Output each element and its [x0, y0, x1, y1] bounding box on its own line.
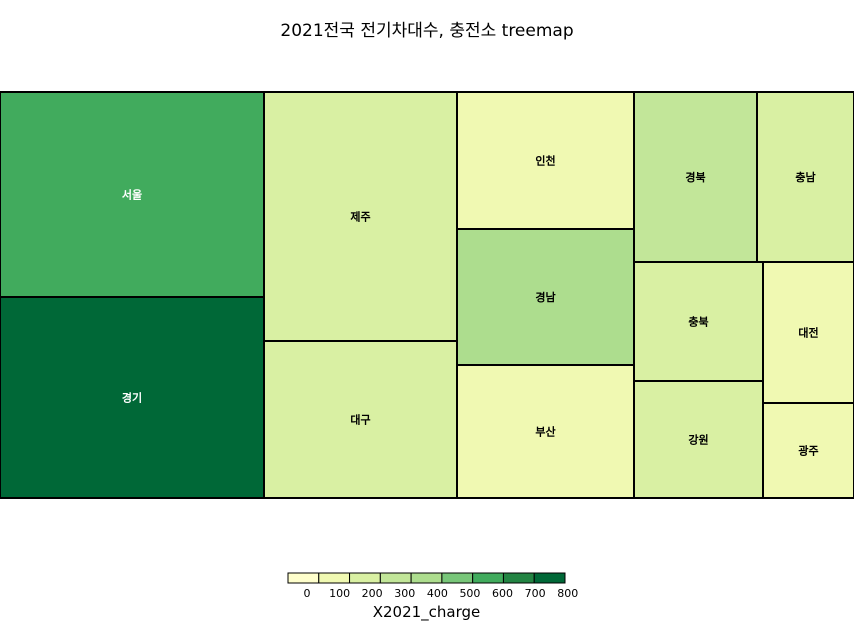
- treemap-cell-rect: [633, 261, 764, 382]
- treemap-cell-label: 강원: [688, 433, 708, 447]
- chart-title: 2021전국 전기차대수, 충전소 treemap: [280, 21, 574, 41]
- treemap-cell: 인천: [456, 91, 635, 230]
- treemap-cell-label: 제주: [350, 210, 370, 224]
- treemap-cell: 대구: [263, 340, 458, 499]
- treemap-cell: 부산: [456, 364, 635, 499]
- legend-swatch: [410, 572, 443, 584]
- treemap-cell-label: 대전: [798, 326, 818, 340]
- treemap-cell-label: 광주: [798, 445, 818, 458]
- treemap-cell-label: 부산: [535, 425, 555, 439]
- legend-tick-label: 100: [329, 587, 350, 600]
- treemap-cell: 대전: [762, 261, 854, 404]
- treemap-cell: 경기: [0, 296, 265, 499]
- treemap-cell: 충북: [633, 261, 764, 382]
- legend-tick-label: 400: [427, 587, 448, 600]
- treemap-cell-label: 충북: [688, 315, 708, 329]
- treemap-cell: 제주: [263, 91, 458, 342]
- treemap-cell-rect: [0, 91, 265, 298]
- legend-tick-label: 200: [362, 587, 383, 600]
- legend-swatch: [441, 572, 474, 584]
- treemap-cell-rect: [0, 296, 265, 499]
- treemap-cell-label: 충남: [795, 170, 815, 184]
- treemap-cell-rect: [263, 91, 458, 342]
- legend-swatch: [379, 572, 412, 584]
- legend-tick-label: 0: [304, 587, 311, 600]
- treemap-cell: 서울: [0, 91, 265, 298]
- treemap-cell-rect: [633, 91, 758, 263]
- treemap-cell-rect: [263, 340, 458, 499]
- legend-tick-label: 600: [492, 587, 513, 600]
- legend-swatch: [349, 572, 381, 584]
- treemap-cell: 광주: [762, 402, 854, 499]
- legend-swatch: [472, 572, 504, 584]
- treemap-cell-label: 대구: [350, 413, 370, 427]
- treemap-cell-label: 인천: [535, 154, 555, 168]
- treemap-cell-rect: [456, 228, 635, 366]
- treemap-cell-label: 경기: [122, 391, 142, 405]
- treemap-cell: 경남: [456, 228, 635, 366]
- legend-tick-label: 800: [557, 587, 578, 600]
- treemap-cell-rect: [756, 91, 854, 263]
- treemap-cell-rect: [456, 364, 635, 499]
- legend-swatch: [287, 572, 320, 584]
- legend-swatch: [533, 572, 566, 584]
- legend-tick-label: 300: [394, 587, 415, 600]
- treemap-cell-label: 서울: [122, 188, 142, 202]
- treemap-cell: 경북: [633, 91, 758, 263]
- treemap-cell-label: 경북: [685, 170, 705, 184]
- legend-tick-label: 500: [459, 587, 480, 600]
- treemap-cell-rect: [456, 91, 635, 230]
- legend-title: X2021_charge: [373, 603, 481, 622]
- legend-tick-label: 700: [525, 587, 546, 600]
- treemap-cell-rect: [762, 402, 854, 499]
- treemap-cell-label: 경남: [535, 290, 555, 304]
- treemap-cell: 충남: [756, 91, 854, 263]
- legend-swatch: [318, 572, 351, 584]
- treemap-cell-rect: [762, 261, 854, 404]
- legend-swatch: [502, 572, 535, 584]
